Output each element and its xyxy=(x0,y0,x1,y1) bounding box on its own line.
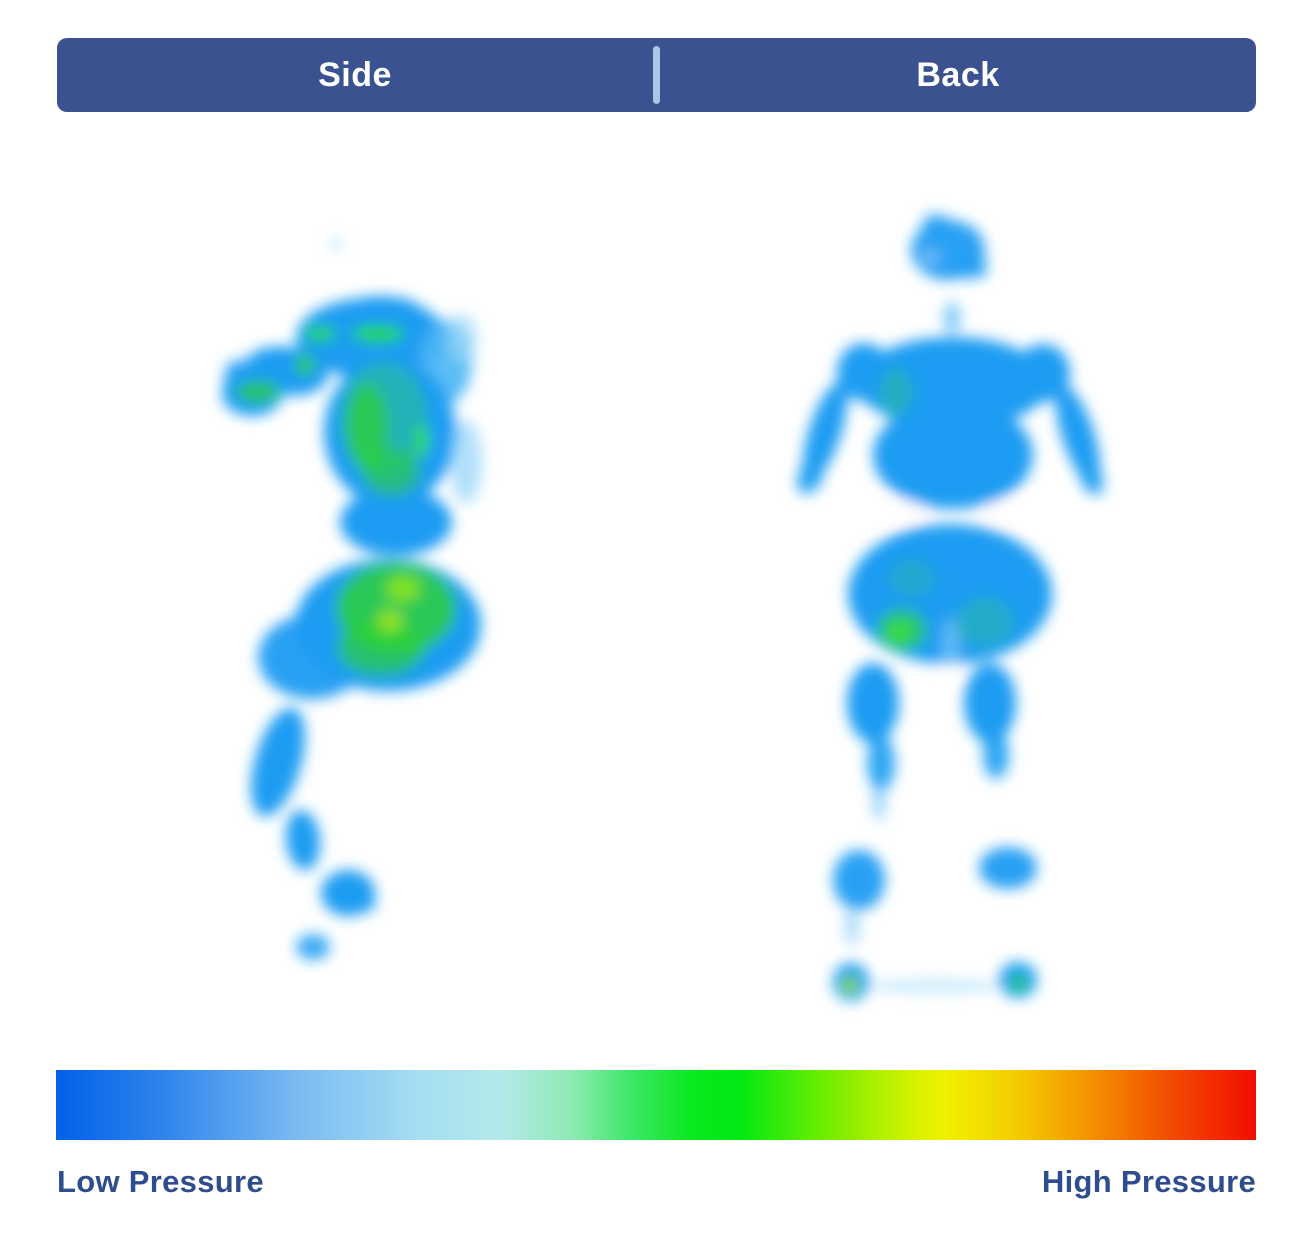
back-pressure-map xyxy=(796,214,1105,1001)
tab-side[interactable]: Side xyxy=(318,55,392,94)
tab-divider xyxy=(653,46,660,104)
tab-back[interactable]: Back xyxy=(916,55,1000,94)
high-pressure-label: High Pressure xyxy=(1041,1164,1256,1199)
pressure-scale-gradient xyxy=(56,1070,1256,1140)
position-tab-bar: Side Back xyxy=(57,38,1256,112)
low-pressure-label: Low Pressure xyxy=(57,1164,264,1199)
side-pressure-map xyxy=(222,238,482,960)
pressure-scale-labels: Low Pressure High Pressure xyxy=(57,1164,1256,1200)
